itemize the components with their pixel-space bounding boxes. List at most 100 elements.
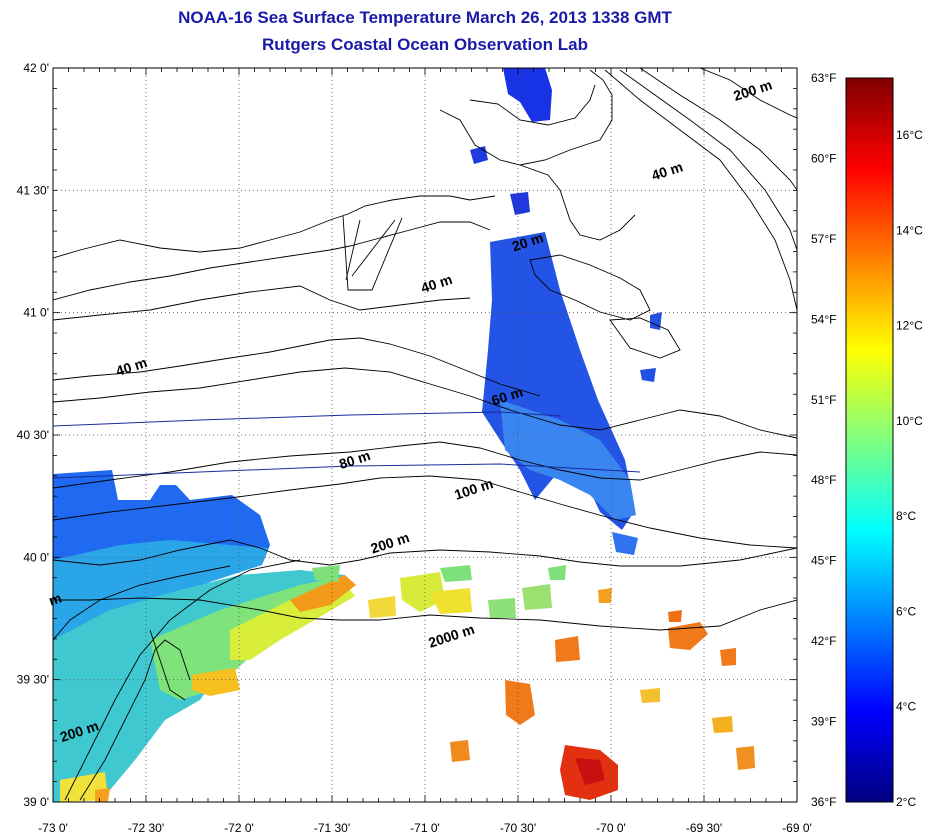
sst-patch [720, 648, 736, 666]
contour-label: m [47, 590, 64, 609]
sst-patch [712, 716, 733, 733]
coastline [529, 254, 651, 321]
sst-patch [488, 598, 516, 618]
bathymetry-contour [699, 68, 797, 119]
sst-patch [400, 572, 445, 612]
coastline [609, 317, 681, 359]
contour-label: 40 m [649, 158, 684, 183]
celsius-label: 16°C [896, 128, 923, 142]
contour-label: 40 m [114, 354, 149, 379]
sst-patch [430, 588, 472, 614]
sst-patch [290, 575, 356, 612]
lat-tick-label: 41 30' [17, 183, 49, 197]
track-line [53, 463, 641, 479]
fahrenheit-label: 60°F [811, 151, 836, 165]
sst-patch [575, 758, 605, 785]
coastline [53, 221, 491, 301]
coastline [519, 164, 636, 241]
sst-patch [640, 368, 656, 382]
sst-patch [192, 668, 240, 696]
bathymetry-contour [53, 441, 797, 489]
sst-patch [500, 400, 636, 520]
axis-labels: -73 0' -72 30' -72 0' -71 30' -71 0' -70 30' -… [17, 61, 812, 835]
celsius-label: 4°C [896, 700, 916, 714]
lon-tick-label: -69 30' [686, 821, 722, 835]
bathymetry-contour [53, 367, 797, 439]
lat-tick-label: 40 0' [23, 550, 49, 564]
contour-label: 40 m [419, 271, 454, 296]
fahrenheit-label: 63°F [811, 71, 836, 85]
lat-tick-label: 39 0' [23, 795, 49, 809]
bathymetry-contour [53, 475, 797, 549]
sst-patch [612, 532, 638, 555]
bathymetry-contour [619, 69, 797, 251]
sst-patch [555, 636, 580, 662]
coastline [351, 219, 396, 277]
lon-tick-label: -73 0' [38, 821, 68, 835]
lon-tick-label: -72 0' [224, 821, 254, 835]
sst-patch [522, 584, 552, 610]
lat-tick-label: 41 0' [23, 306, 49, 320]
contour-label: 80 m [337, 447, 372, 472]
lon-tick-label: -69 0' [782, 821, 812, 835]
sst-patch [440, 565, 472, 582]
fahrenheit-label: 39°F [811, 715, 836, 729]
bathymetry-contour [604, 69, 797, 311]
sst-patch [312, 565, 340, 582]
lon-tick-label: -71 0' [410, 821, 440, 835]
contour-label: 200 m [731, 76, 774, 103]
bathymetry-contour-200m [64, 559, 301, 801]
lon-tick-label: -70 30' [500, 821, 536, 835]
colorbar-labels: 63°F 60°F 57°F 54°F 51°F 48°F 45°F 42°F 39°F 36°F… [811, 71, 923, 809]
lat-tick-label: 39 30' [17, 673, 49, 687]
coastline [345, 219, 361, 281]
fahrenheit-label: 45°F [811, 554, 836, 568]
bathymetry-contour [149, 629, 186, 701]
coastline [469, 84, 596, 126]
lon-tick-label: -71 30' [314, 821, 350, 835]
lon-tick-label: -72 30' [128, 821, 164, 835]
sst-patch [668, 622, 708, 650]
celsius-label: 10°C [896, 414, 923, 428]
coastline [439, 69, 613, 166]
fahrenheit-label: 42°F [811, 634, 836, 648]
sst-patch [95, 788, 110, 802]
chart-subtitle: Rutgers Coastal Ocean Observation Lab [262, 35, 588, 54]
sst-patch [640, 688, 660, 703]
fahrenheit-label: 51°F [811, 393, 836, 407]
fahrenheit-label: 48°F [811, 473, 836, 487]
fahrenheit-label: 57°F [811, 232, 836, 246]
bathymetry-contour-200m [53, 539, 797, 567]
contour-label: 2000 m [426, 621, 476, 651]
sst-patch [505, 680, 535, 725]
sst-patch [470, 146, 488, 164]
lat-tick-label: 42 0' [23, 61, 49, 75]
bathymetry-contour-2000m [53, 597, 797, 631]
sst-patch [503, 68, 552, 122]
coastline-and-contours [53, 68, 797, 801]
sst-patch [668, 610, 682, 622]
bathymetry-contour [53, 337, 541, 397]
sst-patch [548, 565, 566, 580]
sst-data-layer [53, 68, 755, 802]
graticule [53, 68, 797, 802]
chart-title: NOAA-16 Sea Surface Temperature March 26… [178, 8, 672, 27]
sst-patch [368, 596, 396, 618]
celsius-label: 12°C [896, 319, 923, 333]
coastline [53, 285, 471, 321]
celsius-label: 14°C [896, 223, 923, 237]
sst-patch [450, 740, 470, 762]
celsius-label: 6°C [896, 604, 916, 618]
sst-patch [650, 312, 662, 330]
celsius-label: 8°C [896, 509, 916, 523]
coastline [53, 195, 496, 259]
sst-patch [598, 588, 612, 603]
fahrenheit-label: 36°F [811, 795, 836, 809]
colorbar [845, 77, 894, 803]
celsius-label: 2°C [896, 795, 916, 809]
bathymetry-contour [639, 68, 797, 191]
bathymetry-contour [53, 565, 231, 641]
sst-patch [736, 746, 755, 770]
sst-patch [510, 192, 530, 215]
